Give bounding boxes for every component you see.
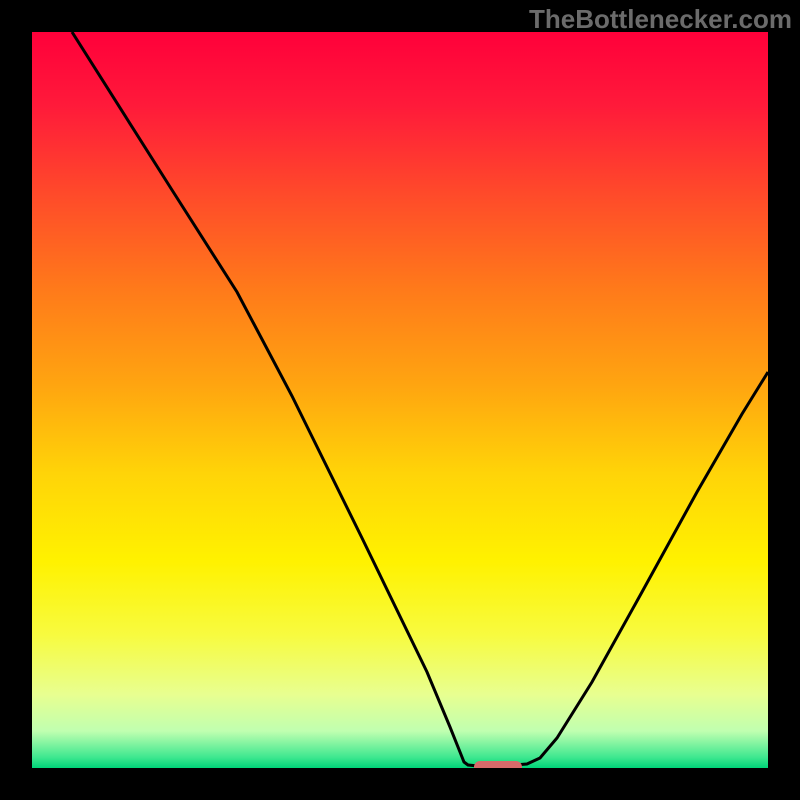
bottleneck-chart [0, 0, 800, 800]
watermark-text: TheBottlenecker.com [529, 4, 792, 35]
chart-frame: TheBottlenecker.com [0, 0, 800, 800]
